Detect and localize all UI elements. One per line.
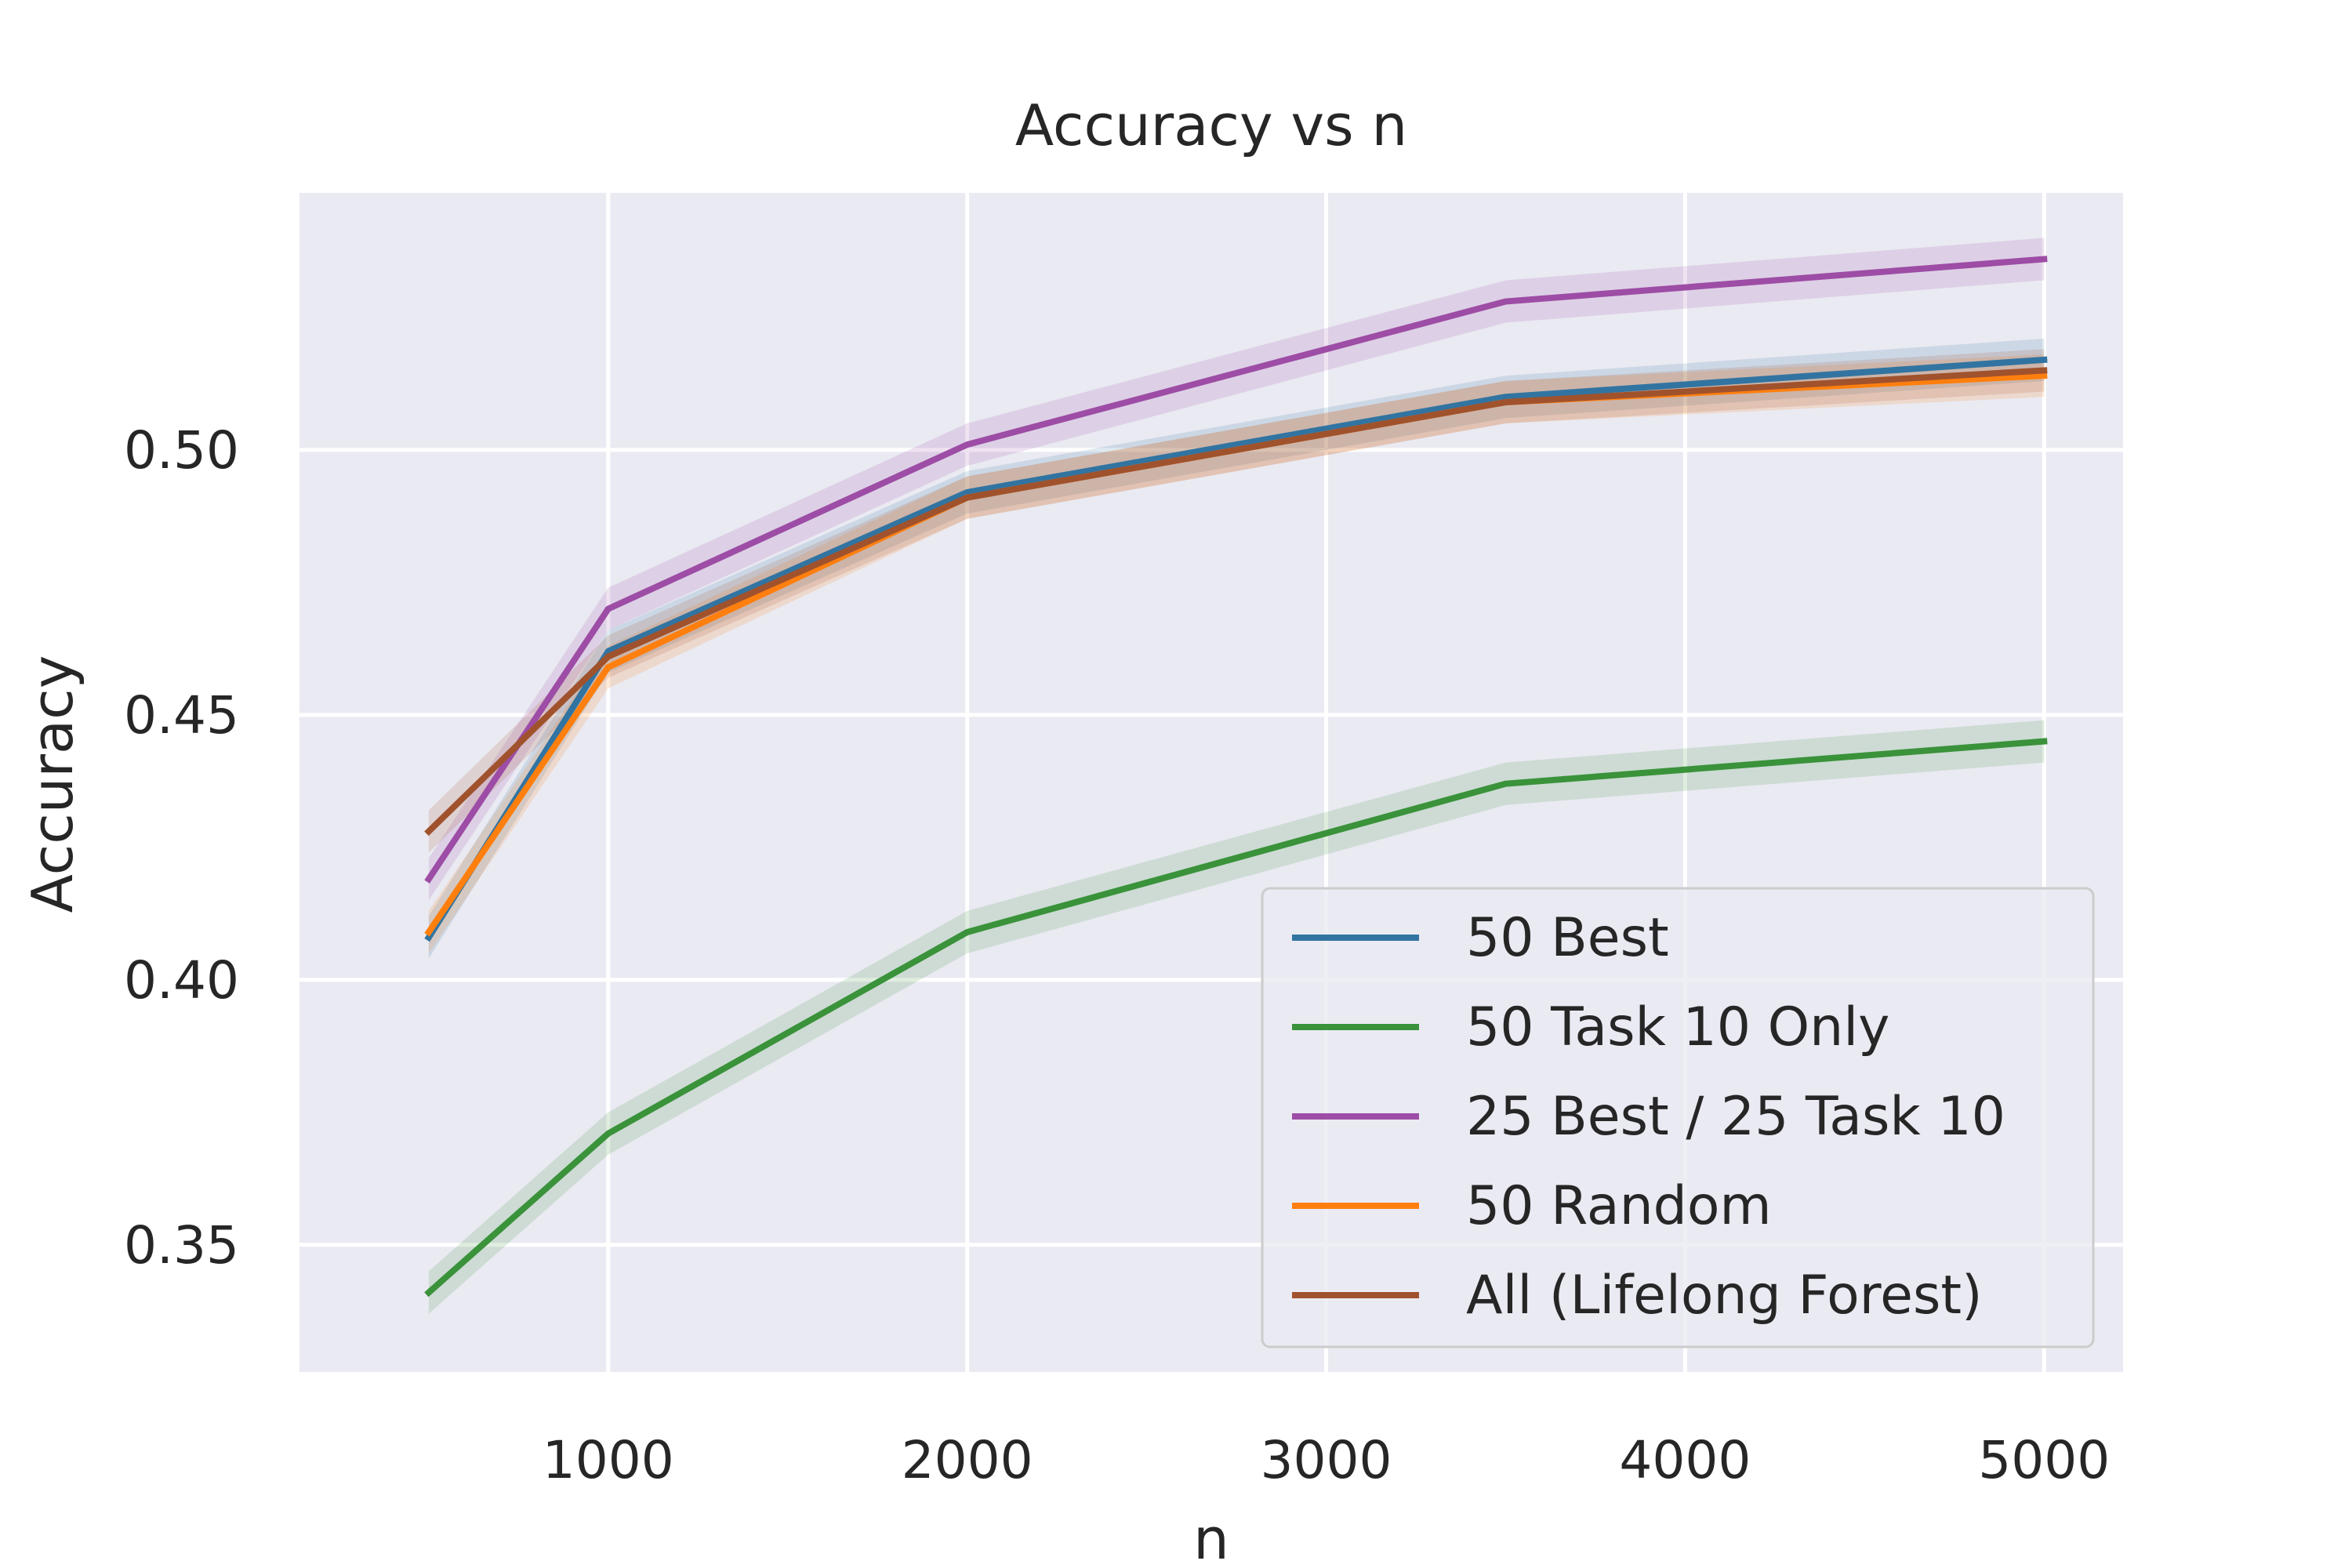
series-lines [424,256,2048,1298]
y-tick-label: 0.35 [124,1215,239,1276]
x-axis-ticks: 1000 2000 3000 4000 5000 [543,1430,2110,1490]
x-tick-label: 2000 [902,1430,1033,1490]
legend: 50 Best 50 Task 10 Only 25 Best / 25 Task … [1261,887,2095,1348]
x-tick-label: 4000 [1619,1430,1751,1490]
x-axis-label: n [1193,1506,1229,1568]
band-50-task-10-only [428,720,2045,1314]
legend-box [1261,887,2095,1348]
y-tick-label: 0.45 [124,685,239,746]
x-tick-label: 1000 [543,1430,674,1490]
y-tick-label: 0.50 [124,420,239,481]
chart-title: Accuracy vs n [1015,93,1407,158]
legend-label: 25 Best / 25 Task 10 [1466,1086,2005,1148]
x-tick-label: 5000 [1978,1430,2110,1490]
legend-label: All (Lifelong Forest) [1466,1265,1983,1327]
y-axis-ticks: 0.35 0.40 0.45 0.50 [124,420,239,1276]
y-tick-label: 0.40 [124,950,239,1011]
legend-label: 50 Task 10 Only [1466,996,1889,1058]
x-tick-label: 3000 [1261,1430,1392,1490]
legend-label: 50 Random [1466,1175,1772,1237]
y-axis-label: Accuracy [20,655,85,913]
band-50-best [428,338,2045,959]
legend-label: 50 Best [1466,907,1669,969]
